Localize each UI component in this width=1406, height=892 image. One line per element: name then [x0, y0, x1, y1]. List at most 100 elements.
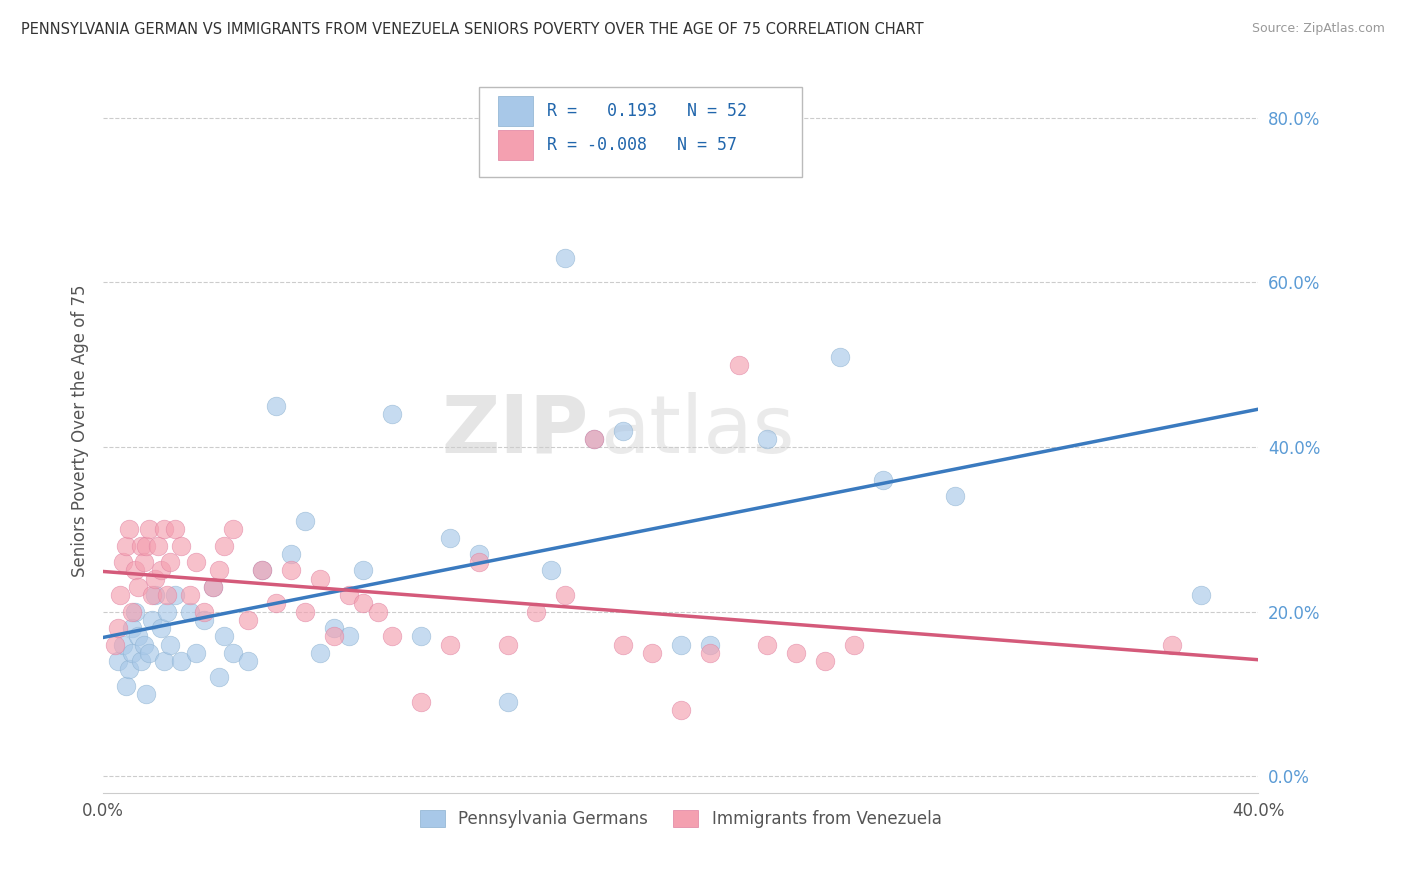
Point: [250, 564, 273, 578]
Point: [201, 580, 224, 594]
Point: [583, 432, 606, 446]
Point: [112, 638, 135, 652]
Point: [699, 646, 721, 660]
Point: [143, 572, 166, 586]
Point: [156, 605, 179, 619]
Point: [828, 350, 851, 364]
Point: [141, 613, 163, 627]
Point: [149, 621, 172, 635]
Text: Source: ZipAtlas.com: Source: ZipAtlas.com: [1251, 22, 1385, 36]
Point: [337, 629, 360, 643]
Point: [141, 588, 163, 602]
Point: [496, 695, 519, 709]
Point: [250, 564, 273, 578]
Point: [110, 588, 132, 602]
FancyBboxPatch shape: [478, 87, 801, 178]
Point: [165, 588, 187, 602]
Point: [294, 605, 316, 619]
Point: [149, 564, 172, 578]
Point: [612, 424, 634, 438]
Point: [814, 654, 837, 668]
Point: [236, 654, 259, 668]
Point: [138, 646, 160, 660]
Point: [159, 638, 181, 652]
Point: [184, 555, 207, 569]
Point: [467, 555, 489, 569]
Point: [179, 605, 201, 619]
Point: [554, 251, 576, 265]
Point: [1160, 638, 1182, 652]
Point: [127, 629, 149, 643]
Point: [381, 407, 404, 421]
Point: [236, 613, 259, 627]
Point: [409, 629, 432, 643]
Point: [152, 522, 174, 536]
Point: [107, 621, 129, 635]
Point: [121, 605, 143, 619]
Legend: Pennsylvania Germans, Immigrants from Venezuela: Pennsylvania Germans, Immigrants from Ve…: [413, 804, 948, 835]
Point: [266, 596, 288, 610]
Point: [727, 358, 749, 372]
Text: PENNSYLVANIA GERMAN VS IMMIGRANTS FROM VENEZUELA SENIORS POVERTY OVER THE AGE OF: PENNSYLVANIA GERMAN VS IMMIGRANTS FROM V…: [21, 22, 924, 37]
Point: [669, 638, 692, 652]
Point: [124, 564, 146, 578]
Point: [337, 588, 360, 602]
Point: [112, 555, 135, 569]
Point: [943, 490, 966, 504]
Point: [132, 638, 155, 652]
Point: [699, 638, 721, 652]
Point: [669, 703, 692, 717]
Point: [266, 399, 288, 413]
Point: [152, 654, 174, 668]
Point: [156, 588, 179, 602]
Point: [193, 605, 215, 619]
Point: [381, 629, 404, 643]
Point: [785, 646, 807, 660]
Point: [118, 662, 141, 676]
Point: [135, 539, 157, 553]
Point: [280, 547, 302, 561]
Point: [107, 654, 129, 668]
Point: [214, 539, 236, 553]
Point: [222, 646, 245, 660]
Point: [323, 629, 346, 643]
Point: [756, 432, 779, 446]
Point: [439, 638, 461, 652]
Point: [872, 473, 894, 487]
Text: atlas: atlas: [600, 392, 794, 469]
Point: [524, 605, 547, 619]
Point: [121, 646, 143, 660]
Point: [127, 580, 149, 594]
Point: [842, 638, 865, 652]
Y-axis label: Seniors Poverty Over the Age of 75: Seniors Poverty Over the Age of 75: [72, 285, 89, 577]
Point: [208, 670, 231, 684]
Point: [214, 629, 236, 643]
Point: [352, 596, 374, 610]
Point: [135, 687, 157, 701]
Point: [201, 580, 224, 594]
Text: R = -0.008   N = 57: R = -0.008 N = 57: [547, 136, 737, 154]
Point: [583, 432, 606, 446]
Point: [641, 646, 664, 660]
Point: [129, 654, 152, 668]
Point: [1189, 588, 1212, 602]
FancyBboxPatch shape: [498, 130, 533, 161]
Point: [129, 539, 152, 553]
Point: [352, 564, 374, 578]
Text: R =   0.193   N = 52: R = 0.193 N = 52: [547, 103, 747, 120]
Point: [467, 547, 489, 561]
Point: [165, 522, 187, 536]
Point: [280, 564, 302, 578]
Point: [115, 539, 138, 553]
Point: [159, 555, 181, 569]
Point: [138, 522, 160, 536]
Point: [104, 638, 127, 652]
FancyBboxPatch shape: [498, 96, 533, 127]
Point: [308, 572, 330, 586]
Point: [179, 588, 201, 602]
Point: [612, 638, 634, 652]
Text: ZIP: ZIP: [441, 392, 588, 469]
Point: [409, 695, 432, 709]
Point: [439, 531, 461, 545]
Point: [184, 646, 207, 660]
